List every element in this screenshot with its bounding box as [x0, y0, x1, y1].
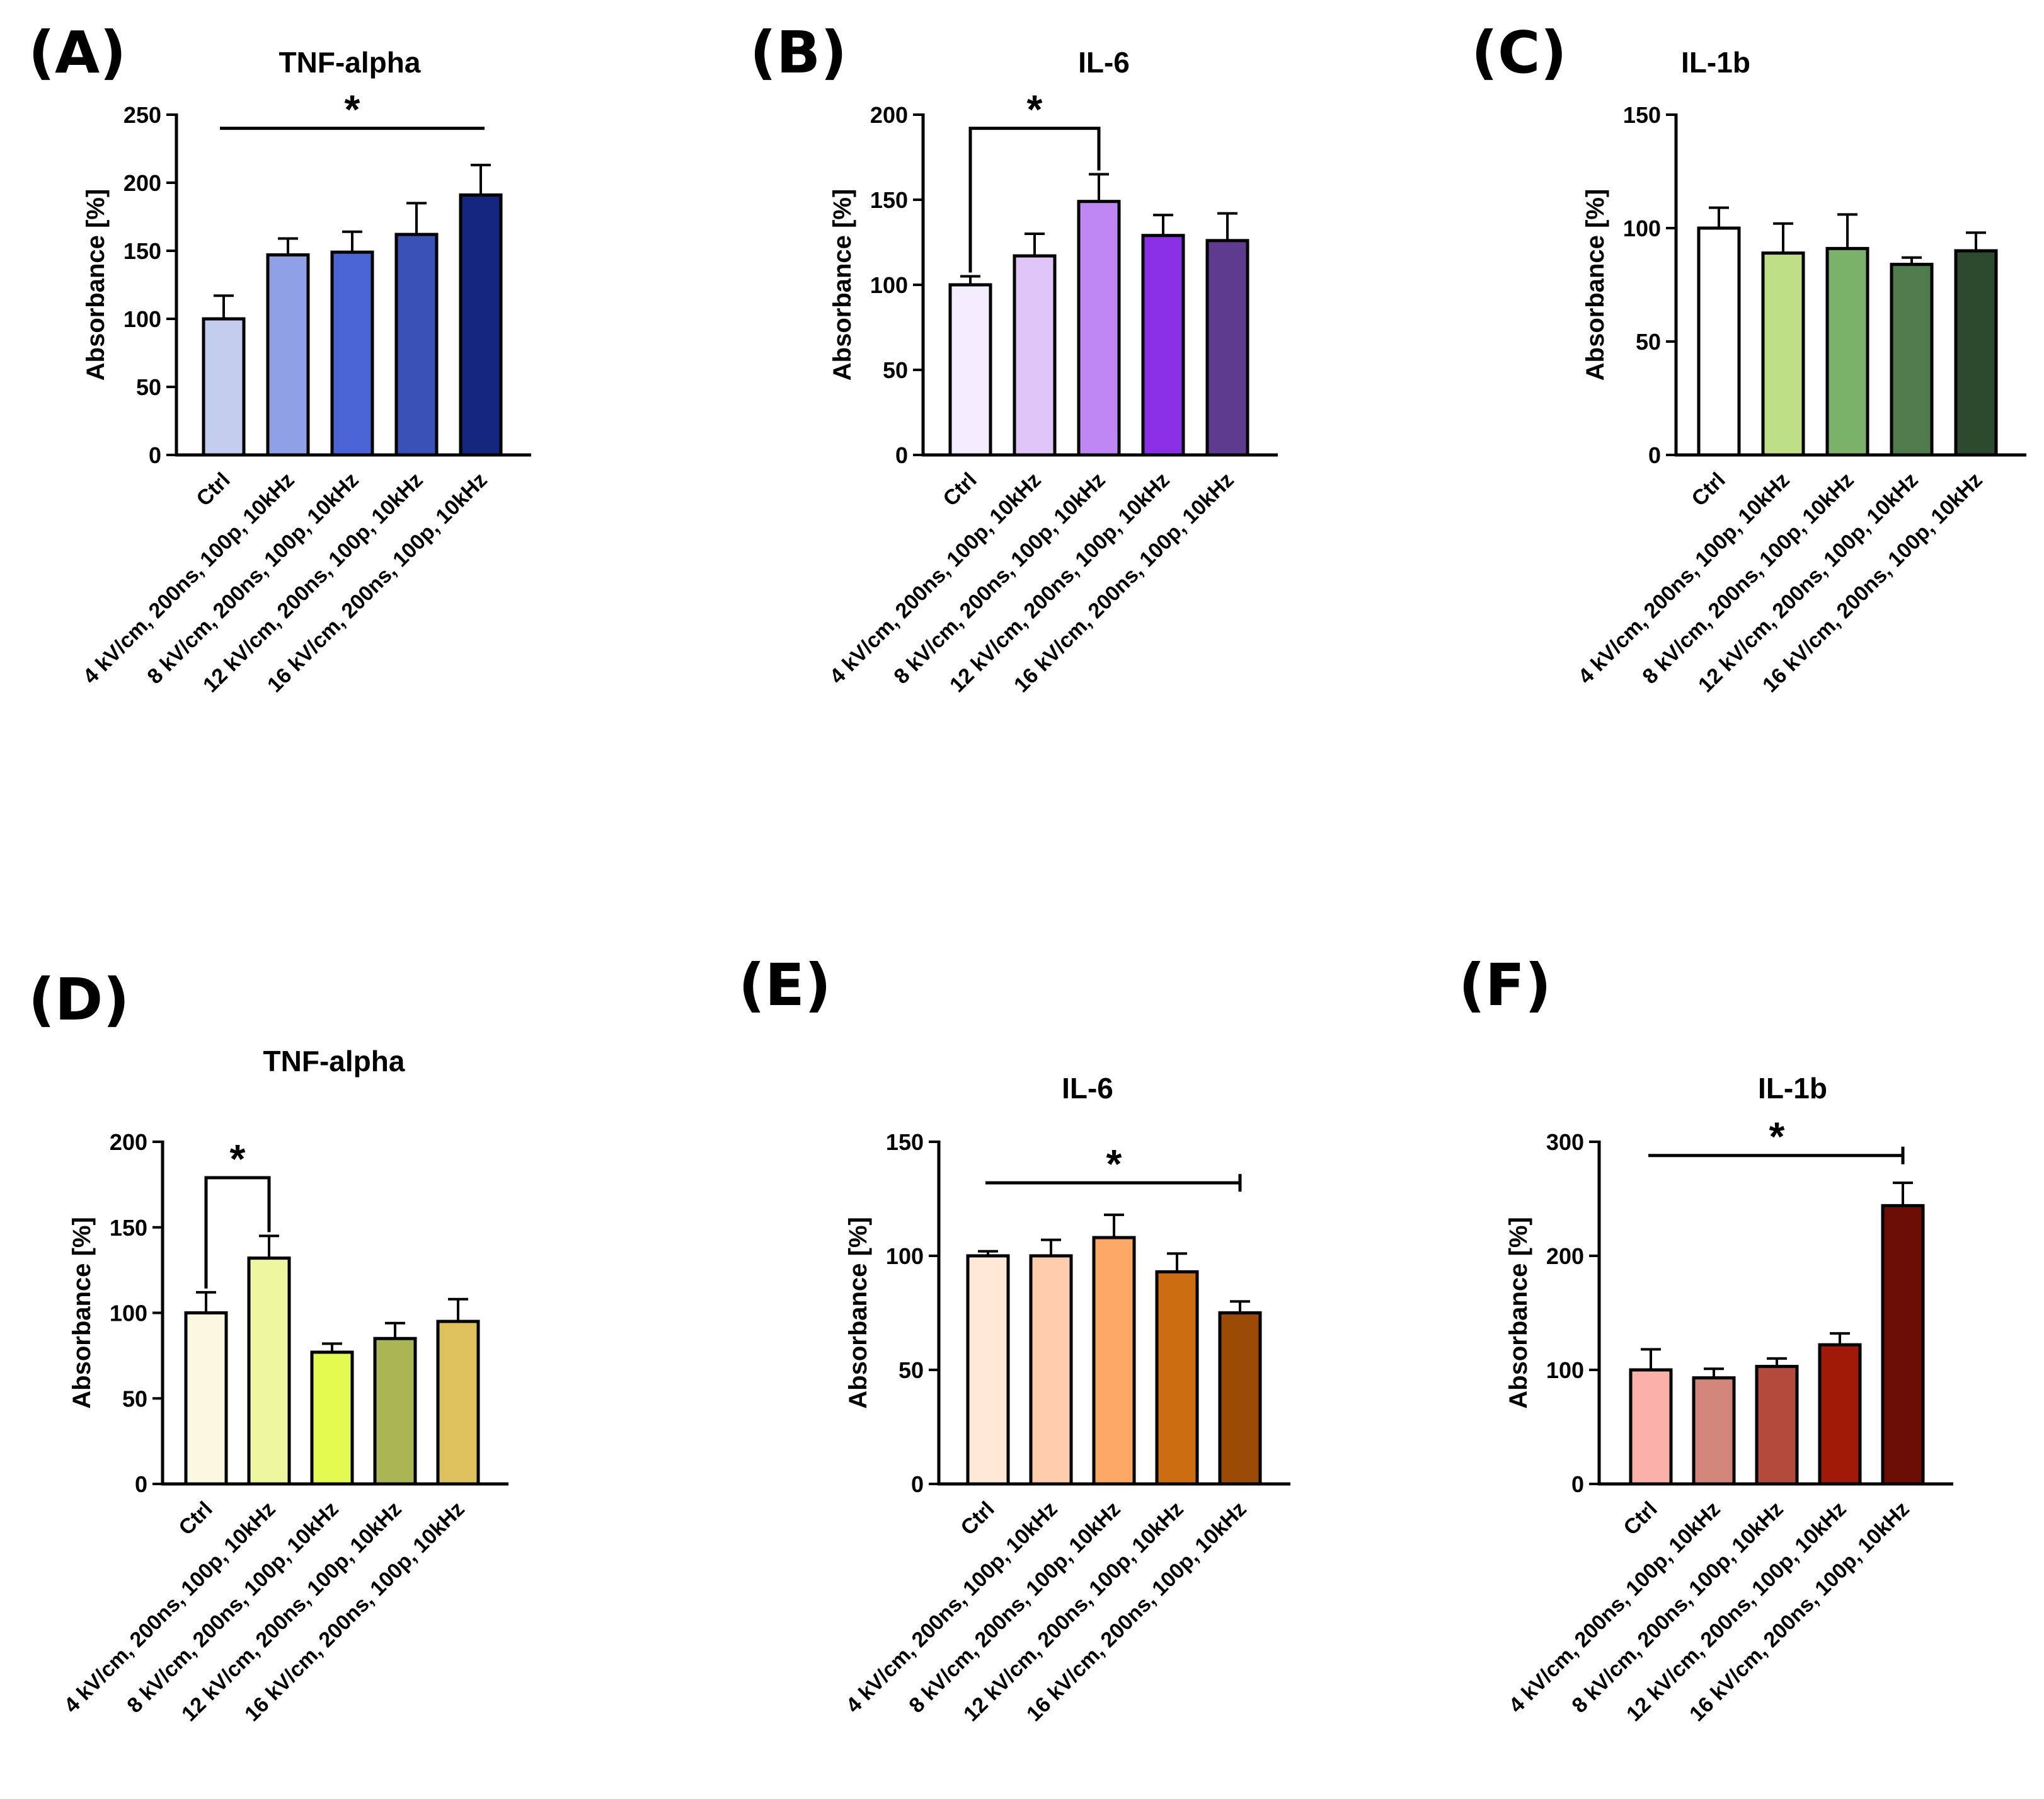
panel-label: (E) [738, 951, 831, 1019]
category-label: Ctrl [1619, 1497, 1662, 1540]
y-tick-label: 0 [911, 1471, 924, 1497]
bar [1141, 234, 1185, 457]
y-tick-label: 0 [149, 442, 161, 468]
significance-star: * [230, 1136, 246, 1181]
y-tick-label: 50 [899, 1357, 924, 1383]
y-tick-label: 100 [870, 272, 908, 298]
bar [1029, 1254, 1073, 1486]
y-tick-label: 250 [123, 102, 161, 128]
bar [373, 1336, 417, 1486]
bar [1205, 239, 1249, 457]
bar [1818, 1343, 1862, 1486]
bar [310, 1350, 354, 1486]
bar [459, 193, 503, 457]
y-tick-label: 0 [895, 442, 908, 468]
significance-bracket [968, 127, 1101, 273]
bar [266, 253, 310, 457]
panel-label: (B) [750, 19, 847, 86]
y-tick-label: 200 [870, 102, 908, 128]
y-tick-label: 150 [886, 1129, 924, 1155]
bar [1755, 1365, 1799, 1486]
y-tick-label: 150 [1623, 102, 1661, 128]
y-tick-label: 100 [1546, 1357, 1584, 1383]
y-tick-label: 50 [1636, 329, 1661, 355]
y-tick-label: 100 [123, 306, 161, 332]
panel-label: (A) [28, 19, 126, 86]
bar [1954, 249, 1998, 457]
y-axis-title: Absorbance [%] [829, 189, 856, 381]
category-label: Ctrl [956, 1497, 999, 1540]
chart-title: TNF-alpha [279, 46, 421, 79]
chart-title: IL-6 [1078, 46, 1130, 79]
category-label: Ctrl [938, 468, 981, 511]
bar [1077, 200, 1121, 457]
y-tick-label: 300 [1546, 1129, 1584, 1155]
chart-panel-a: (A) TNF-alpha 0 50 100 150 200 250 Absorbance [%… [28, 19, 531, 697]
panel-label: (C) [1471, 19, 1567, 86]
bar [1697, 226, 1741, 457]
chart-panel-d: (D) TNF-alpha 0 50 100 150 200 Absorbance [%] Ct… [28, 966, 508, 1726]
chart-title: IL-6 [1062, 1072, 1113, 1105]
y-tick-label: 200 [110, 1129, 147, 1155]
chart-title: IL-1b [1681, 46, 1750, 79]
bar [202, 317, 246, 457]
bar [1013, 254, 1057, 457]
bar [966, 1254, 1010, 1486]
chart-title: TNF-alpha [263, 1045, 405, 1078]
bar [1761, 251, 1805, 457]
y-tick-label: 150 [870, 187, 908, 213]
y-tick-label: 0 [1571, 1471, 1584, 1497]
y-tick-label: 100 [886, 1243, 924, 1269]
y-tick-label: 100 [110, 1301, 147, 1326]
bar [330, 250, 374, 457]
significance-star: * [1027, 87, 1043, 132]
bar [247, 1256, 291, 1486]
chart-title: IL-1b [1758, 1072, 1827, 1105]
y-tick-label: 50 [883, 357, 908, 383]
bar [184, 1311, 228, 1486]
significance-bracket [204, 1176, 271, 1289]
significance-star: * [1106, 1141, 1122, 1187]
y-axis-title: Absorbance [%] [1505, 1217, 1532, 1409]
bar [1825, 246, 1869, 457]
y-tick-label: 150 [110, 1215, 147, 1241]
y-tick-label: 200 [1546, 1243, 1584, 1269]
y-axis-title: Absorbance [%] [82, 189, 110, 381]
y-tick-label: 50 [136, 374, 161, 400]
y-tick-label: 50 [122, 1386, 147, 1411]
category-label: Ctrl [174, 1497, 217, 1540]
y-tick-label: 200 [123, 170, 161, 196]
y-tick-label: 0 [1648, 442, 1661, 468]
y-tick-label: 0 [135, 1471, 147, 1497]
bar [1155, 1270, 1199, 1486]
bar [1692, 1376, 1736, 1486]
category-label: Ctrl [192, 468, 234, 511]
panel-label: (D) [28, 966, 129, 1033]
bar [1092, 1236, 1136, 1486]
significance-star: * [1769, 1114, 1785, 1159]
y-axis-title: Absorbance [%] [1582, 189, 1609, 381]
y-axis-title: Absorbance [%] [844, 1217, 872, 1409]
bar [394, 233, 439, 457]
bar [1629, 1368, 1673, 1486]
y-axis-title: Absorbance [%] [68, 1217, 96, 1409]
bar [1218, 1311, 1262, 1486]
significance-star: * [345, 87, 360, 132]
category-label: Ctrl [1687, 468, 1730, 511]
y-tick-label: 100 [1623, 216, 1661, 241]
y-tick-label: 150 [123, 238, 161, 264]
panel-label: (F) [1459, 951, 1551, 1019]
bar [436, 1319, 480, 1486]
bar [948, 283, 992, 457]
bar [1881, 1204, 1925, 1486]
bar [1890, 263, 1934, 457]
